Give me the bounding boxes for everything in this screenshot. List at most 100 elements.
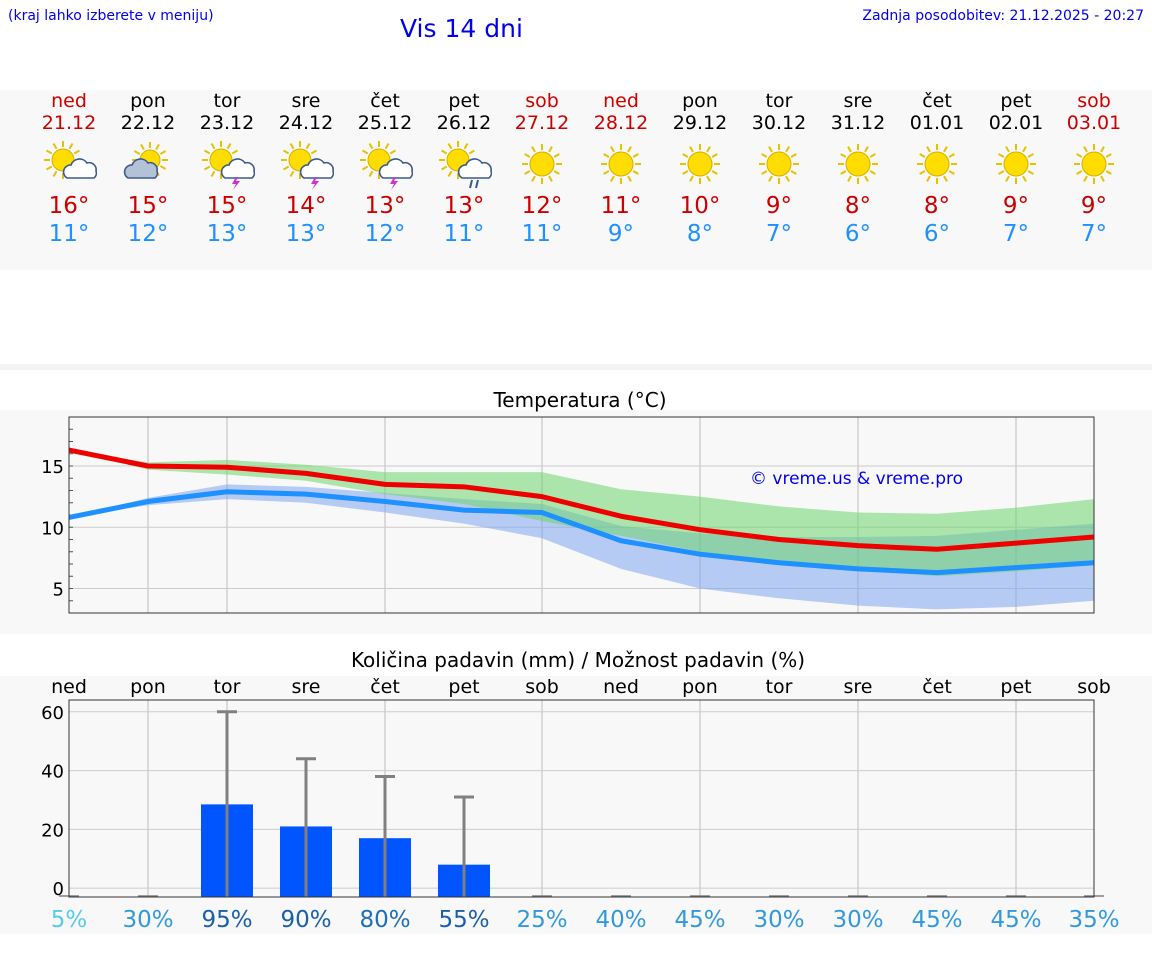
- min-temperature: 11°: [48, 221, 90, 247]
- sun-thunderstorm-icon: [202, 141, 255, 190]
- day-column[interactable]: ned 21.12 16° 11°: [29, 90, 109, 248]
- day-column[interactable]: sre 24.12 14° 13°: [266, 90, 346, 248]
- day-name: tor: [213, 90, 241, 112]
- min-temperature: 12°: [127, 221, 169, 247]
- precipitation-probability: 25%: [516, 907, 567, 933]
- day-column[interactable]: pon 29.12 10° 8°: [660, 90, 740, 248]
- y-tick-label: 20: [41, 820, 64, 841]
- precipitation-day-label: ned: [51, 676, 87, 698]
- y-tick-label: 5: [53, 580, 64, 601]
- max-temperature: 15°: [206, 193, 248, 219]
- precipitation-day-label: sre: [292, 676, 321, 698]
- min-temperature-line: [68, 489, 1095, 576]
- min-temperature: 11°: [521, 221, 563, 247]
- y-tick-label: 15: [41, 457, 64, 478]
- precipitation-day-label: sre: [844, 676, 873, 698]
- precipitation-day-label: sob: [525, 676, 559, 698]
- day-name: pon: [682, 90, 718, 112]
- sun-icon: [759, 144, 799, 184]
- day-column[interactable]: tor 30.12 9° 7°: [739, 90, 819, 248]
- day-date: 22.12: [120, 112, 176, 134]
- max-temperature: 8°: [844, 193, 872, 219]
- min-temperature: 7°: [765, 221, 793, 247]
- precipitation-day-label: čet: [370, 676, 400, 698]
- max-temperature: 13°: [364, 193, 406, 219]
- day-column[interactable]: tor 23.12 15° 13°: [187, 90, 267, 248]
- min-temperature: 13°: [285, 221, 327, 247]
- day-column[interactable]: ned 28.12 11° 9°: [581, 90, 661, 248]
- day-column[interactable]: sob 03.01 9° 7°: [1054, 90, 1134, 248]
- y-tick-label: 40: [41, 762, 64, 783]
- day-date: 21.12: [41, 112, 97, 134]
- max-temperature: 11°: [600, 193, 642, 219]
- sun-icon: [917, 144, 957, 184]
- day-date: 26.12: [436, 112, 492, 134]
- header-location-hint[interactable]: (kraj lahko izberete v meniju): [8, 8, 214, 24]
- day-date: 28.12: [593, 112, 649, 134]
- day-column[interactable]: čet 25.12 13° 12°: [345, 90, 425, 248]
- day-column[interactable]: sob 27.12 12° 11°: [502, 90, 582, 248]
- day-name: pet: [1000, 90, 1032, 112]
- precipitation-probability: 45%: [674, 907, 725, 933]
- precipitation-probability: 55%: [438, 907, 489, 933]
- precipitation-probability: 35%: [1068, 907, 1119, 933]
- max-temperature: 9°: [1080, 193, 1108, 219]
- sun-icon: [996, 144, 1036, 184]
- min-temperature: 6°: [844, 221, 872, 247]
- max-temperature: 16°: [48, 193, 90, 219]
- min-temperature-range-band: [69, 484, 1094, 610]
- min-temperature: 9°: [607, 221, 635, 247]
- day-name: sre: [291, 90, 321, 112]
- y-tick-label: 0: [53, 879, 64, 900]
- day-name: čet: [370, 90, 400, 112]
- day-name: pon: [130, 90, 166, 112]
- max-temperature: 13°: [443, 193, 485, 219]
- temperature-chart: Temperatura (°C) 5 10 15 © vreme.us & vreme.…: [41, 388, 1095, 614]
- precipitation-day-label: pet: [448, 676, 479, 698]
- daily-forecast-band: [0, 90, 1152, 270]
- precipitation-day-label: pon: [130, 676, 166, 698]
- day-date: 31.12: [830, 112, 886, 134]
- day-column[interactable]: čet 01.01 8° 6°: [897, 90, 977, 248]
- day-column[interactable]: pet 02.01 9° 7°: [976, 90, 1056, 248]
- precipitation-probability: 90%: [280, 907, 331, 933]
- min-temperature: 8°: [686, 221, 714, 247]
- min-temperature: 13°: [206, 221, 248, 247]
- max-temperature: 10°: [679, 193, 721, 219]
- min-temperature: 11°: [443, 221, 485, 247]
- temperature-plot-border: [68, 416, 1095, 614]
- precipitation-probability: 80%: [359, 907, 410, 933]
- day-column[interactable]: pet 26.12 13° 11°: [424, 90, 504, 248]
- day-column[interactable]: sre 31.12 8° 6°: [818, 90, 898, 248]
- max-temperature: 8°: [923, 193, 951, 219]
- day-date: 30.12: [751, 112, 807, 134]
- day-date: 25.12: [357, 112, 413, 134]
- y-tick-label: 10: [41, 518, 64, 539]
- max-temperature: 15°: [127, 193, 169, 219]
- sun-icon: [1074, 144, 1114, 184]
- sun-icon: [680, 144, 720, 184]
- day-date: 23.12: [199, 112, 255, 134]
- precipitation-probability: 30%: [832, 907, 883, 933]
- precipitation-day-label: tor: [214, 676, 241, 698]
- day-date: 27.12: [514, 112, 570, 134]
- max-temperature: 9°: [1002, 193, 1030, 219]
- max-temperature: 12°: [521, 193, 563, 219]
- max-temperature: 9°: [765, 193, 793, 219]
- sun-cloud-icon: [44, 141, 97, 179]
- precipitation-day-label: tor: [766, 676, 793, 698]
- max-temperature: 14°: [285, 193, 327, 219]
- sun-icon: [522, 144, 562, 184]
- min-temperature: 7°: [1080, 221, 1108, 247]
- day-date: 24.12: [278, 112, 334, 134]
- day-name: ned: [603, 90, 639, 112]
- precipitation-probability: 95%: [201, 907, 252, 933]
- day-name: sre: [843, 90, 873, 112]
- min-temperature: 7°: [1002, 221, 1030, 247]
- precipitation-probability: 30%: [753, 907, 804, 933]
- min-temperature: 6°: [923, 221, 951, 247]
- day-date: 02.01: [988, 112, 1044, 134]
- day-date: 29.12: [672, 112, 728, 134]
- day-name: čet: [922, 90, 952, 112]
- day-column[interactable]: pon 22.12 15° 12°: [108, 90, 188, 248]
